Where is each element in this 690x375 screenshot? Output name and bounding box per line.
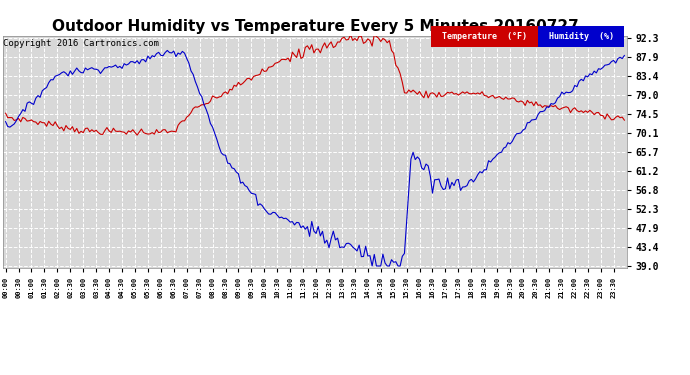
Text: Temperature  (°F): Temperature (°F) bbox=[442, 32, 527, 41]
Title: Outdoor Humidity vs Temperature Every 5 Minutes 20160727: Outdoor Humidity vs Temperature Every 5 … bbox=[52, 20, 578, 34]
Text: Copyright 2016 Cartronics.com: Copyright 2016 Cartronics.com bbox=[3, 39, 159, 48]
Text: Humidity  (%): Humidity (%) bbox=[549, 32, 614, 41]
